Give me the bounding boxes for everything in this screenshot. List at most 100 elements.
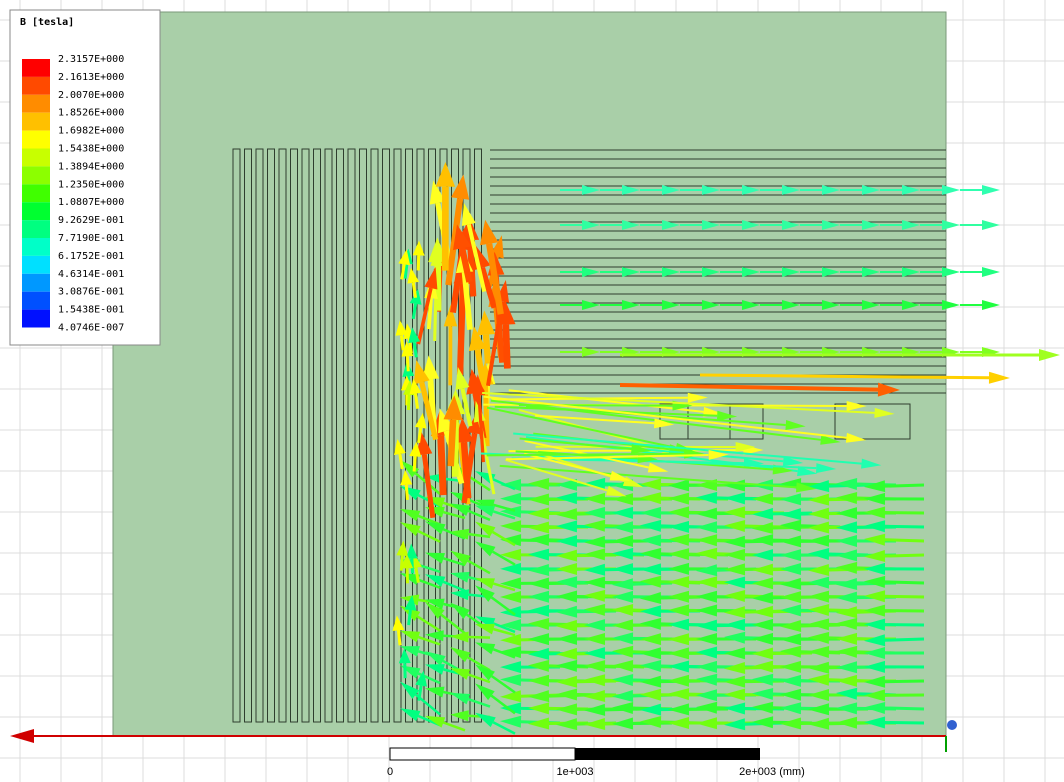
field-arrow-head xyxy=(584,535,606,548)
field-arrow-head xyxy=(528,702,550,715)
field-arrow-head xyxy=(836,521,858,534)
field-arrow-head xyxy=(454,417,474,443)
field-arrow-head xyxy=(640,563,662,576)
field-arrow-head xyxy=(724,590,746,603)
legend-swatch xyxy=(22,94,50,113)
field-arrow xyxy=(419,381,439,441)
field-arrow-head xyxy=(780,535,802,548)
field-arrow-head xyxy=(874,407,895,418)
field-arrow-head xyxy=(808,493,830,506)
field-arrow-head xyxy=(780,604,802,617)
field-arrow-head xyxy=(556,703,578,716)
coil-turn xyxy=(347,148,356,723)
legend-label: 1.0807E+000 xyxy=(58,197,124,208)
field-arrow-head xyxy=(528,548,550,561)
legend-label: 2.1613E+000 xyxy=(58,72,124,83)
field-arrow xyxy=(468,635,491,639)
field-arrow-head xyxy=(808,703,830,716)
field-arrow-head xyxy=(500,505,522,518)
field-arrow-head xyxy=(404,595,417,611)
coil-turn xyxy=(267,148,275,723)
field-arrow xyxy=(410,558,415,574)
field-arrow-head xyxy=(668,562,690,575)
field-arrow xyxy=(884,524,925,529)
field-arrow xyxy=(467,673,491,684)
field-arrow-head xyxy=(500,492,522,505)
field-arrow-head xyxy=(413,359,430,385)
scale-label: 1e+003 xyxy=(556,766,593,778)
field-arrow-head xyxy=(808,590,830,603)
field-arrow-head xyxy=(822,220,840,230)
field-arrow xyxy=(414,567,420,583)
field-arrow-head xyxy=(424,266,438,290)
field-arrow-head xyxy=(556,549,578,562)
field-arrow-head xyxy=(780,577,802,590)
field-arrow-head xyxy=(836,661,858,674)
field-arrow xyxy=(416,615,441,632)
field-arrow xyxy=(492,622,516,634)
field-arrow-head xyxy=(408,327,421,344)
field-arrow-head xyxy=(942,220,960,230)
field-arrow-head xyxy=(612,534,634,547)
field-arrow-head xyxy=(612,632,634,645)
field-arrow-head xyxy=(808,646,830,659)
field-arrow-head xyxy=(584,548,606,561)
field-arrow-head xyxy=(780,674,802,687)
field-arrow-head xyxy=(742,300,760,310)
field-arrow-head xyxy=(500,577,522,590)
field-arrows xyxy=(392,161,1060,735)
field-arrow-head xyxy=(584,477,606,490)
field-arrow-head xyxy=(785,420,806,430)
field-arrow-head xyxy=(808,604,830,617)
field-arrow-head xyxy=(864,492,886,505)
field-arrow xyxy=(519,437,632,451)
legend-swatch xyxy=(22,273,50,292)
field-arrow-head xyxy=(653,418,675,429)
field-arrow-head xyxy=(902,267,920,277)
field-arrow-head xyxy=(724,662,746,675)
field-arrow-head xyxy=(609,470,631,481)
coil-turn xyxy=(336,148,344,723)
field-arrow-head xyxy=(475,541,496,557)
coil-turn xyxy=(232,148,241,723)
field-arrow-head xyxy=(822,185,840,195)
field-arrow-head xyxy=(696,660,718,673)
field-arrow-head xyxy=(425,521,446,535)
field-arrow xyxy=(417,578,441,589)
coil-turn xyxy=(244,148,252,723)
field-arrow-head xyxy=(421,355,440,380)
field-arrow-head xyxy=(742,185,760,195)
field-arrow-head xyxy=(752,618,774,631)
field-arrow xyxy=(479,266,498,309)
field-arrow-head xyxy=(864,618,886,631)
field-arrow-head xyxy=(862,267,880,277)
field-arrow-head xyxy=(584,660,606,673)
field-arrow-head xyxy=(782,456,804,467)
legend-label: 1.6982E+000 xyxy=(58,126,124,137)
field-arrow-head xyxy=(556,520,578,533)
field-arrow-head xyxy=(696,507,718,520)
field-arrow-head xyxy=(696,689,718,702)
field-arrow-head xyxy=(612,645,634,658)
legend-label: 1.2350E+000 xyxy=(58,179,124,190)
field-arrow-head xyxy=(752,647,774,660)
legend-label: 4.0746E-007 xyxy=(58,323,124,334)
field-arrow-head xyxy=(864,562,886,575)
legend-label: 1.3894E+000 xyxy=(58,161,124,172)
field-arrow-head xyxy=(409,378,422,395)
field-arrow-head xyxy=(668,492,690,505)
field-arrow xyxy=(534,414,655,425)
field-arrow-head xyxy=(425,574,446,587)
field-arrow-head xyxy=(982,267,1000,277)
field-arrow-head xyxy=(414,412,427,429)
field-arrow-head xyxy=(500,619,522,632)
field-arrow-head xyxy=(864,480,886,493)
field-arrow xyxy=(443,557,466,567)
field-arrow-head xyxy=(475,521,496,537)
field-arrow xyxy=(442,721,466,732)
field-arrow-head xyxy=(742,220,760,230)
field-arrow-head xyxy=(902,220,920,230)
field-arrow-head xyxy=(696,632,718,645)
legend-swatch xyxy=(22,238,50,256)
field-arrow-head xyxy=(836,578,858,591)
